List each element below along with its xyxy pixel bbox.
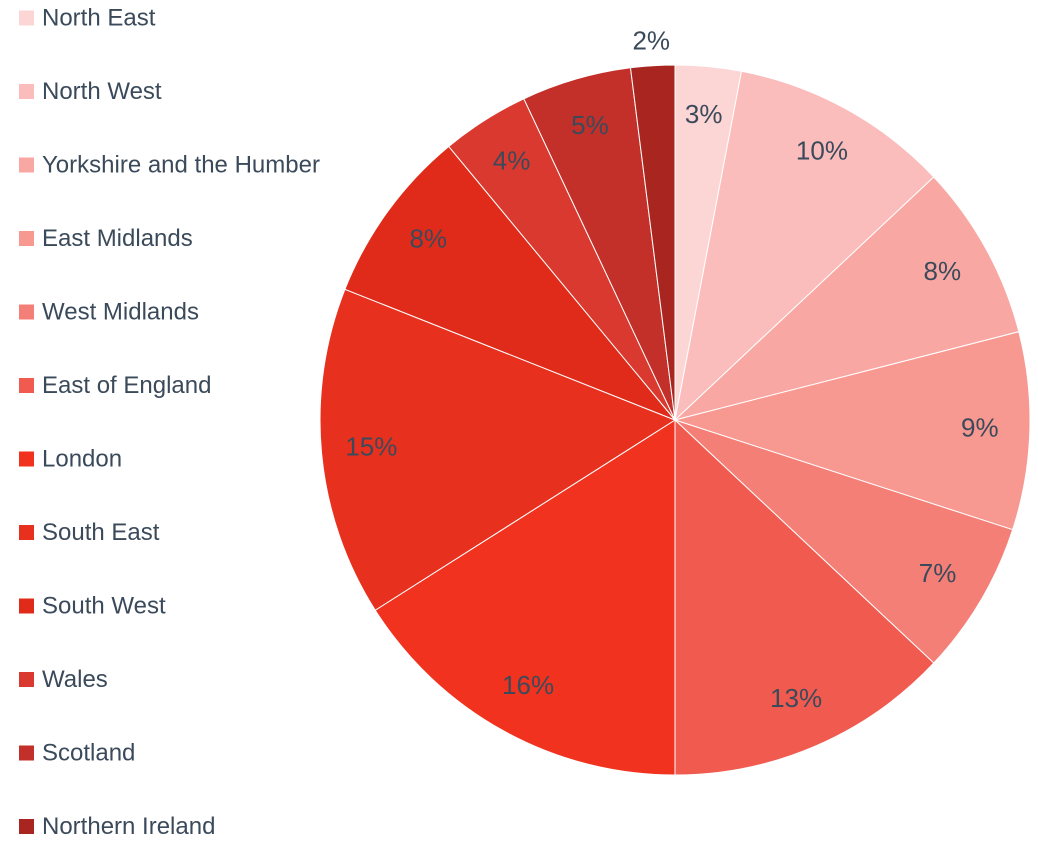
data-label: 10% [796,136,848,166]
legend-swatch [19,819,34,834]
legend-label: London [42,445,122,472]
legend-swatch [19,84,34,99]
legend-swatch [19,157,34,173]
legend-label: North East [42,4,156,31]
data-label: 9% [961,412,999,442]
pie-slice [344,145,676,421]
data-label: 3% [685,99,723,129]
legend-swatch [19,745,34,761]
legend-swatch [19,10,34,26]
data-label: 4% [493,145,531,175]
pie-slice [374,419,676,776]
legend-label: Wales [42,666,108,693]
pie-slice [673,331,1031,531]
legend-swatch [19,672,34,687]
legend-swatch [19,231,34,246]
legend-label: Northern Ireland [42,813,215,840]
legend-label: East of England [42,372,211,399]
legend-swatch [19,451,34,467]
data-label: 5% [571,110,609,140]
legend-label: South East [42,519,160,546]
data-label: 8% [923,256,961,286]
legend-label: North West [42,78,162,105]
data-label: 16% [502,670,554,700]
data-label: 13% [770,683,822,713]
legend-label: East Midlands [42,225,193,252]
legend-label: Yorkshire and the Humber [42,151,320,178]
pie-slice [674,418,935,776]
pie-slice [674,70,935,422]
legend-swatch [19,598,34,614]
legend-label: West Midlands [42,298,199,325]
pie-slice [674,419,1014,664]
data-label: 15% [345,432,397,462]
legend-swatch [19,525,34,540]
pie-slice [674,176,1020,421]
data-label: 2% [632,26,670,56]
pie-slice [629,64,676,421]
legend-label: South West [42,592,166,619]
data-label: 7% [919,558,957,588]
legend-swatch [19,304,34,320]
legend-swatch [19,378,34,393]
legend-label: Scotland [42,739,135,766]
pie-slice [319,288,677,611]
data-label: 8% [409,224,447,254]
